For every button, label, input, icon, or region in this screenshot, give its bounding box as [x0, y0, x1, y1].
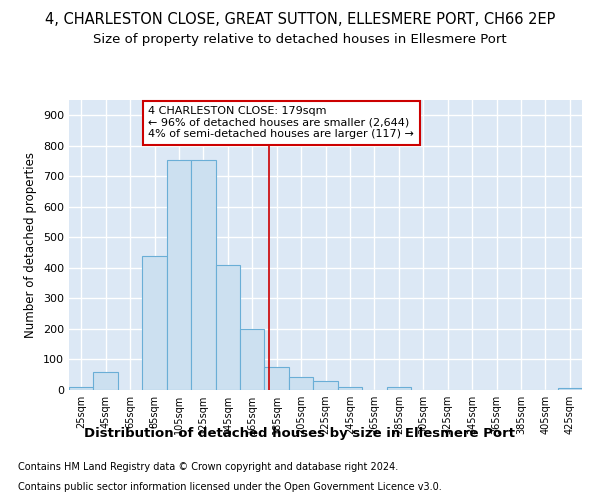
Bar: [557, 388, 582, 390]
Text: Size of property relative to detached houses in Ellesmere Port: Size of property relative to detached ho…: [93, 32, 507, 46]
Text: Contains public sector information licensed under the Open Government Licence v3: Contains public sector information licen…: [18, 482, 442, 492]
Text: 4 CHARLESTON CLOSE: 179sqm
← 96% of detached houses are smaller (2,644)
4% of se: 4 CHARLESTON CLOSE: 179sqm ← 96% of deta…: [148, 106, 414, 140]
Bar: [386, 387, 411, 390]
Text: 4, CHARLESTON CLOSE, GREAT SUTTON, ELLESMERE PORT, CH66 2EP: 4, CHARLESTON CLOSE, GREAT SUTTON, ELLES…: [45, 12, 555, 28]
Bar: [338, 387, 362, 390]
Text: Distribution of detached houses by size in Ellesmere Port: Distribution of detached houses by size …: [85, 428, 515, 440]
Text: Contains HM Land Registry data © Crown copyright and database right 2024.: Contains HM Land Registry data © Crown c…: [18, 462, 398, 472]
Bar: [94, 372, 118, 390]
Y-axis label: Number of detached properties: Number of detached properties: [25, 152, 37, 338]
Bar: [167, 160, 191, 390]
Bar: [69, 387, 94, 390]
Bar: [265, 367, 289, 390]
Bar: [289, 377, 313, 390]
Bar: [142, 256, 167, 390]
Bar: [313, 382, 338, 390]
Bar: [215, 265, 240, 390]
Bar: [240, 329, 265, 390]
Bar: [191, 160, 215, 390]
